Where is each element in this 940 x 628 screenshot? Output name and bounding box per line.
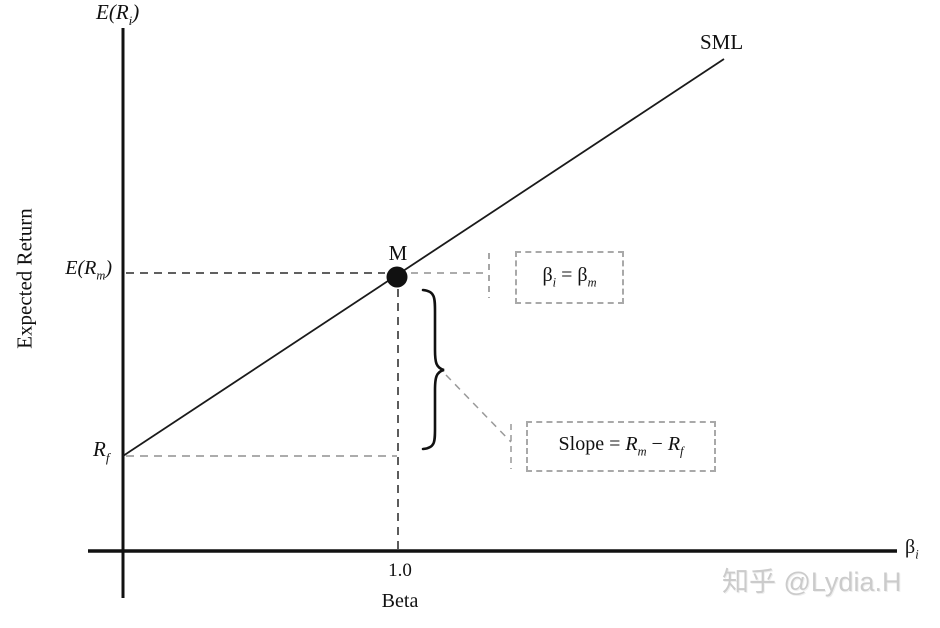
- slope-brace: [421, 288, 445, 451]
- sml-line: [122, 58, 725, 457]
- watermark: 知乎 @Lydia.H: [722, 567, 902, 597]
- beta-equality-text: βi = βm: [542, 264, 597, 290]
- x-axis-symbol: βi: [905, 536, 919, 562]
- point-m-label: M: [388, 241, 408, 265]
- sml-label: SML: [700, 30, 744, 54]
- y-axis-symbol: E(Ri): [96, 0, 140, 28]
- y-axis-title: Expected Return: [12, 208, 37, 349]
- slope-text: Slope = Rm − Rf: [558, 433, 684, 459]
- market-portfolio-point: [386, 266, 408, 288]
- x-axis-title: Beta: [381, 590, 419, 612]
- beta-equality-callout: βi = βm: [515, 251, 624, 304]
- risk-free-label: Rf: [93, 437, 110, 465]
- beta-one-tick-label: 1.0: [388, 560, 412, 581]
- slope-callout: Slope = Rm − Rf: [526, 421, 716, 472]
- slope-callout-leader-dash: [445, 374, 512, 443]
- market-return-label: E(Rm): [65, 257, 112, 283]
